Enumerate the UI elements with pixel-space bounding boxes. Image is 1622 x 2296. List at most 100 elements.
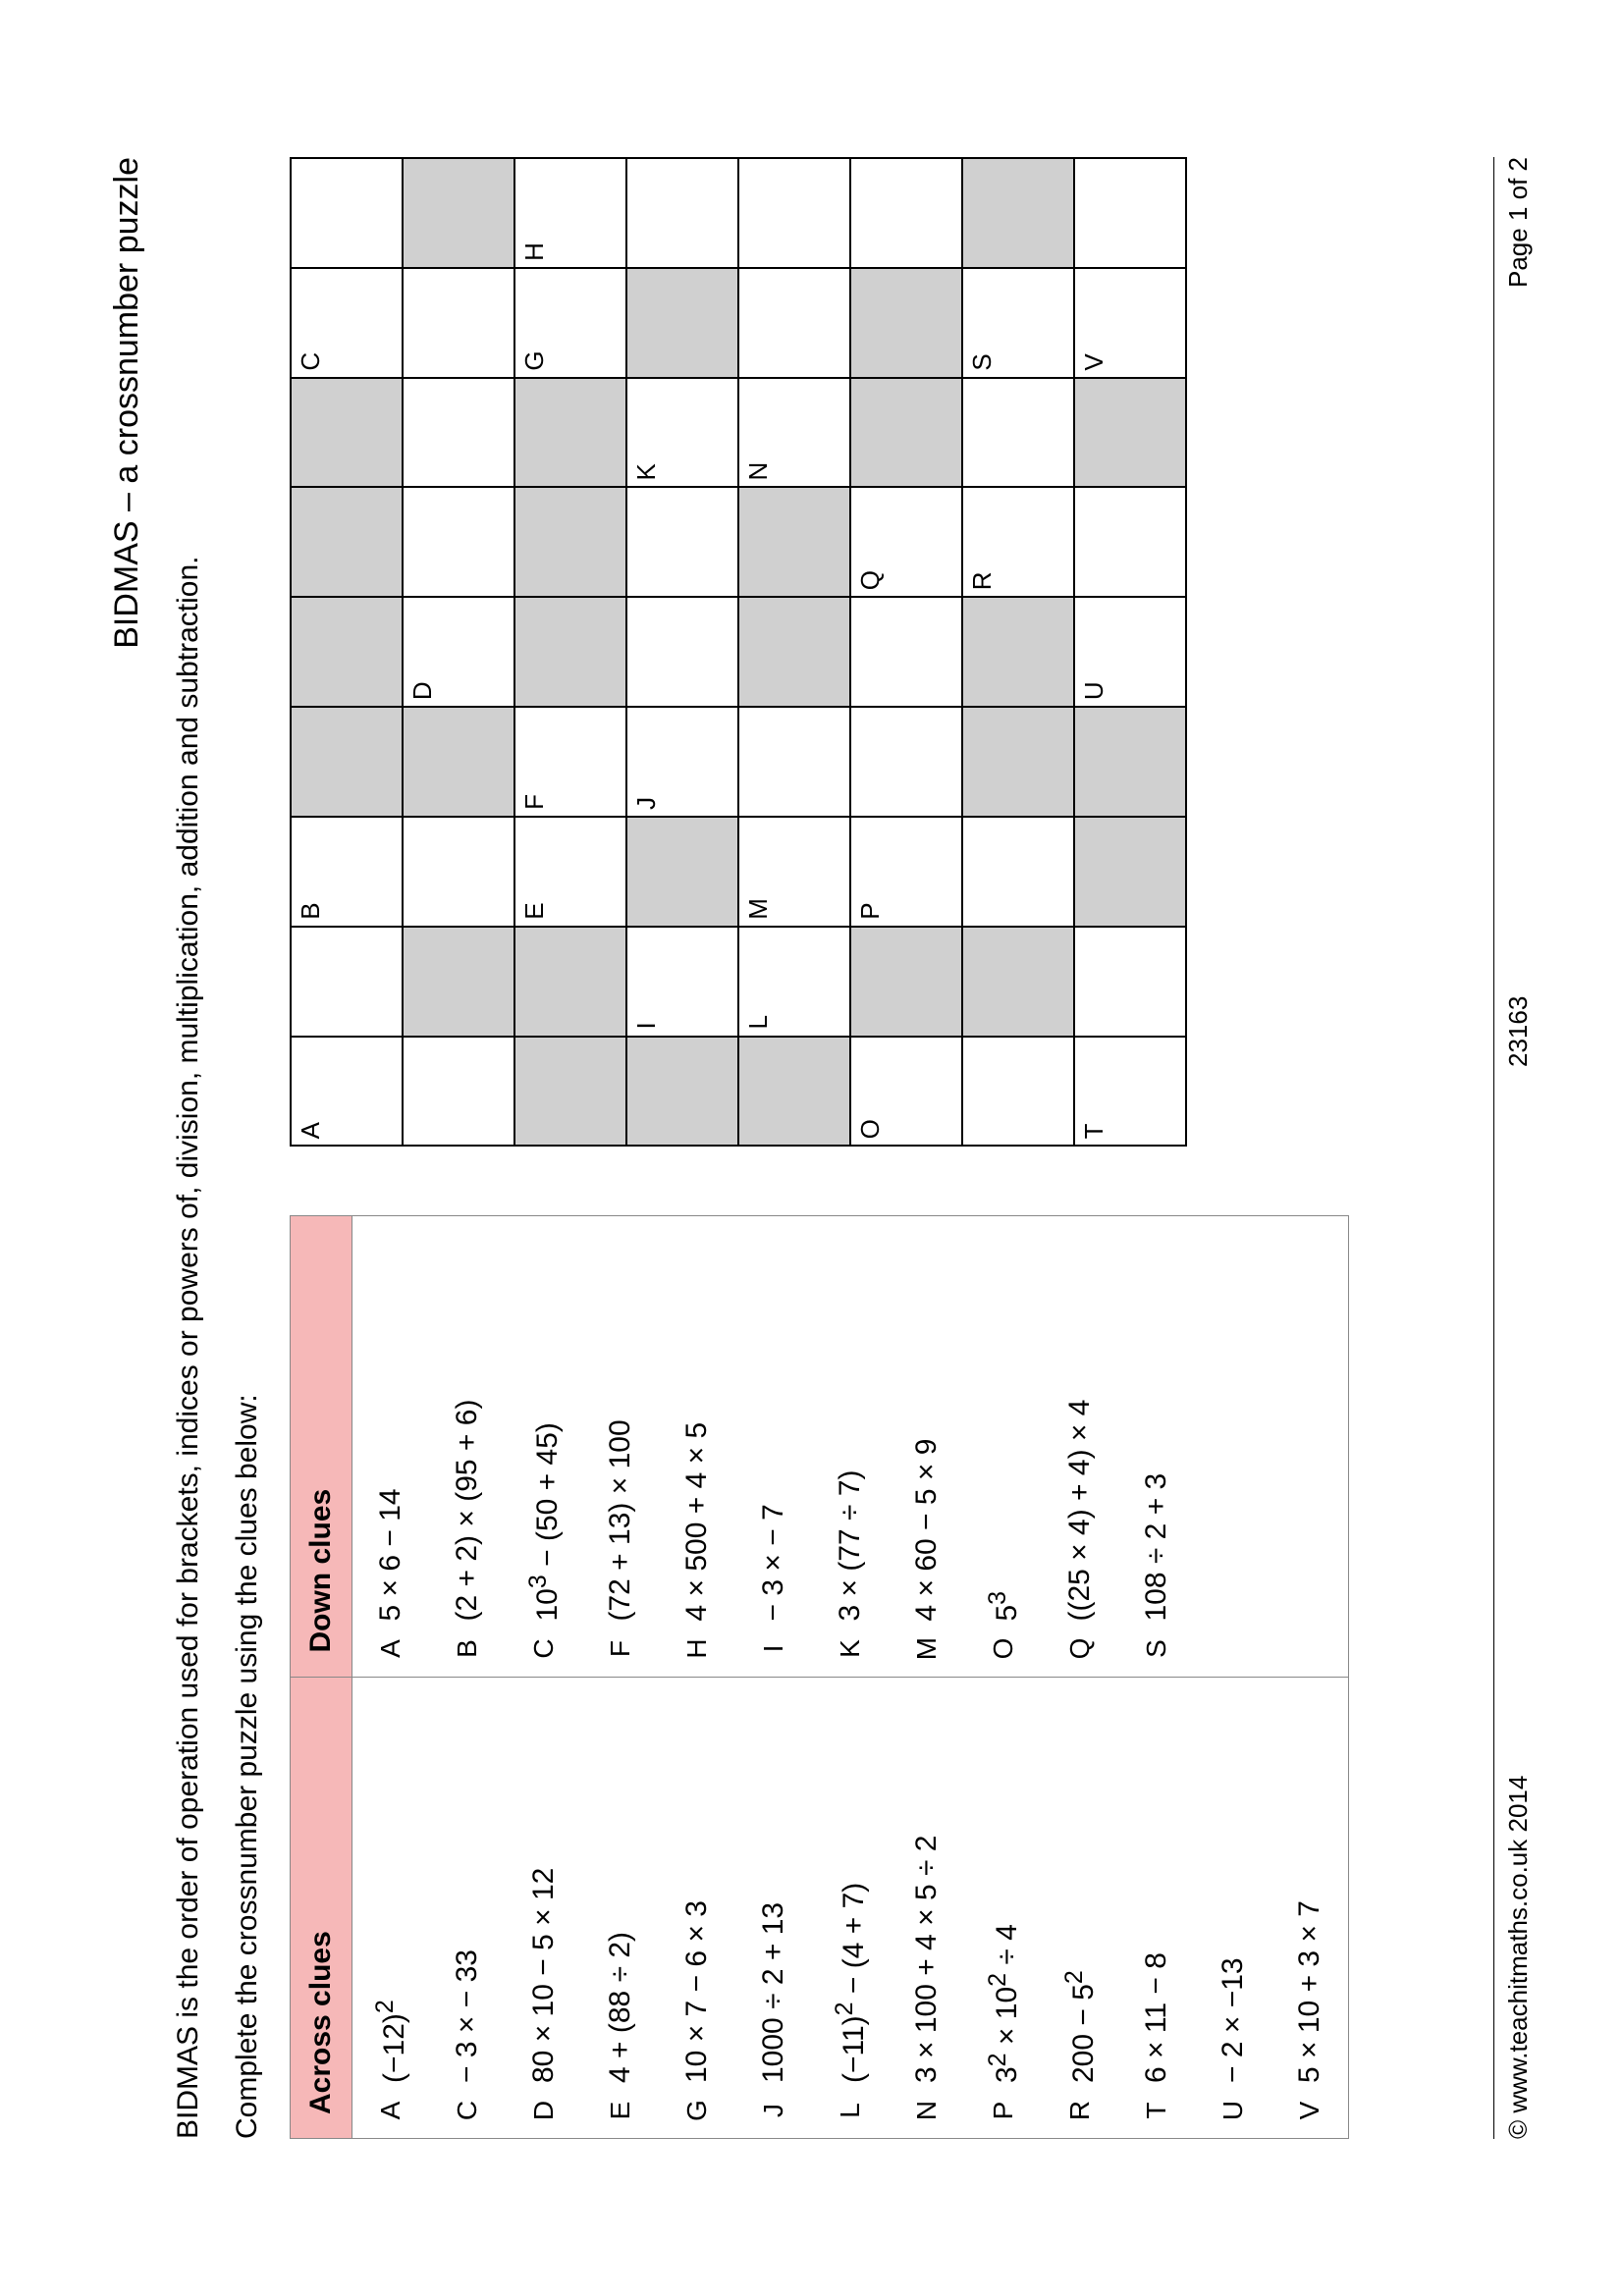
- clue-row: L(−11)2 − (4 + 7): [812, 1678, 889, 2138]
- grid-cell: [738, 597, 850, 707]
- down-column: A5 × 6 − 14B(2 + 2) × (95 + 6)C103 − (50…: [352, 1216, 1349, 1677]
- grid-cell-label: F: [519, 794, 550, 810]
- grid-cell: L: [738, 927, 850, 1037]
- grid-cell: H: [514, 158, 626, 268]
- footer-rule: [1493, 157, 1494, 2139]
- footer: © www.teachitmaths.co.uk 2014 23163 Page…: [1503, 157, 1534, 2139]
- grid-cell: [403, 268, 514, 378]
- across-header: Across clues: [291, 1677, 352, 2138]
- clue-row: Q((25 × 4) + 4) × 4: [1042, 1216, 1118, 1676]
- grid-cell: B: [291, 817, 403, 927]
- grid-cell-label: M: [743, 898, 774, 920]
- grid-cell: [850, 378, 962, 488]
- clue-row: P32 × 102 ÷ 4: [965, 1678, 1042, 2138]
- clue-letter: C: [452, 2083, 483, 2138]
- clue-row: U− 2 × −13: [1195, 1678, 1271, 2138]
- grid-cell: P: [850, 817, 962, 927]
- clue-letter: T: [1141, 2083, 1172, 2138]
- clue-expression: 103 − (50 + 45): [524, 1422, 565, 1621]
- clue-row: A5 × 6 − 14: [352, 1216, 429, 1676]
- grid-cell: [514, 597, 626, 707]
- clue-letter: P: [988, 2083, 1019, 2138]
- clue-expression: 53: [984, 1591, 1024, 1622]
- grid-cell-label: U: [1079, 681, 1109, 700]
- clue-row: J1000 ÷ 2 + 13: [735, 1678, 812, 2138]
- grid-cell-label: B: [296, 902, 326, 919]
- clue-row: O53: [965, 1216, 1042, 1676]
- clue-row: A(−12)2: [352, 1678, 429, 2138]
- clue-letter: U: [1217, 2083, 1249, 2138]
- clue-row: K3 × (77 ÷ 7): [812, 1216, 889, 1676]
- clue-expression: 108 ÷ 2 + 3: [1140, 1473, 1173, 1622]
- clue-row: I− 3 × − 7: [735, 1216, 812, 1676]
- crossnumber-grid: ABCDEFGHIJKLMNOPQRSTUV: [290, 157, 1187, 1147]
- grid-cell: [626, 1037, 738, 1147]
- grid-cell: [850, 927, 962, 1037]
- grid-cell: U: [1074, 597, 1186, 707]
- clue-letter: H: [681, 1622, 713, 1677]
- grid-cell: [1074, 817, 1186, 927]
- grid-cell: S: [962, 268, 1074, 378]
- grid-cell-label: K: [631, 463, 662, 480]
- grid-cell: J: [626, 707, 738, 817]
- grid-cell: [738, 707, 850, 817]
- grid-cell: [850, 268, 962, 378]
- clue-expression: − 3 × − 7: [757, 1504, 790, 1621]
- grid-cell: [1074, 927, 1186, 1037]
- grid-cell: [738, 158, 850, 268]
- clue-expression: − 3 × − 33: [451, 1949, 484, 2083]
- grid-cell: [626, 597, 738, 707]
- grid-cell: [403, 1037, 514, 1147]
- grid-cell: [291, 597, 403, 707]
- clue-expression: ((25 × 4) + 4) × 4: [1063, 1400, 1097, 1622]
- clue-letter: Q: [1064, 1622, 1096, 1677]
- clue-letter: E: [605, 2083, 636, 2138]
- clue-letter: D: [528, 2083, 560, 2138]
- clue-row: E4 + (88 ÷ 2): [582, 1678, 659, 2138]
- grid-cell: [403, 487, 514, 597]
- clue-letter: O: [988, 1622, 1019, 1677]
- grid-cell-label: I: [631, 1022, 662, 1029]
- clue-letter: N: [911, 2083, 943, 2138]
- clue-expression: (72 + 13) × 100: [604, 1419, 637, 1621]
- grid-cell: [291, 378, 403, 488]
- grid-cell: [626, 158, 738, 268]
- clue-row: S108 ÷ 2 + 3: [1118, 1216, 1195, 1676]
- grid-cell-label: O: [855, 1119, 886, 1139]
- clue-expression: 5 × 6 − 14: [374, 1488, 407, 1621]
- clue-expression: 10 × 7 − 6 × 3: [680, 1900, 714, 2083]
- clue-letter: A: [375, 2083, 406, 2138]
- landscape-wrapper: BIDMAS – a crossnumber puzzle BIDMAS is …: [0, 0, 1622, 2296]
- clue-expression: 5 × 10 + 3 × 7: [1293, 1900, 1326, 2083]
- clue-expression: 4 + (88 ÷ 2): [604, 1932, 637, 2083]
- grid-cell-label: P: [855, 902, 886, 919]
- grid-cell-label: Q: [855, 570, 886, 590]
- grid-cell-label: L: [743, 1015, 774, 1029]
- grid-cell: C: [291, 268, 403, 378]
- clue-letter: R: [1064, 2083, 1096, 2138]
- grid-cell: N: [738, 378, 850, 488]
- clue-row: F(72 + 13) × 100: [582, 1216, 659, 1676]
- grid-cell: [626, 487, 738, 597]
- clue-row: T6 × 11 − 8: [1118, 1678, 1195, 2138]
- grid-cell: K: [626, 378, 738, 488]
- grid-cell: [514, 927, 626, 1037]
- grid-cell: [962, 817, 1074, 927]
- grid-cell: [514, 378, 626, 488]
- grid-cell: [962, 158, 1074, 268]
- grid-cell: [738, 268, 850, 378]
- clue-expression: (−12)2: [371, 2000, 411, 2083]
- grid-cell-label: J: [631, 797, 662, 810]
- grid-cell: [291, 158, 403, 268]
- clue-letter: M: [911, 1622, 943, 1677]
- grid-cell: [403, 158, 514, 268]
- grid-cell-label: D: [407, 681, 438, 700]
- grid-cell: [738, 487, 850, 597]
- grid-cell: [850, 707, 962, 817]
- grid-cell: T: [1074, 1037, 1186, 1147]
- grid-cell-label: S: [967, 353, 998, 370]
- clue-row: V5 × 10 + 3 × 7: [1271, 1678, 1348, 2138]
- grid-cell: [1074, 378, 1186, 488]
- grid-cell: D: [403, 597, 514, 707]
- clue-expression: 3 × 100 + 4 × 5 ÷ 2: [910, 1836, 944, 2084]
